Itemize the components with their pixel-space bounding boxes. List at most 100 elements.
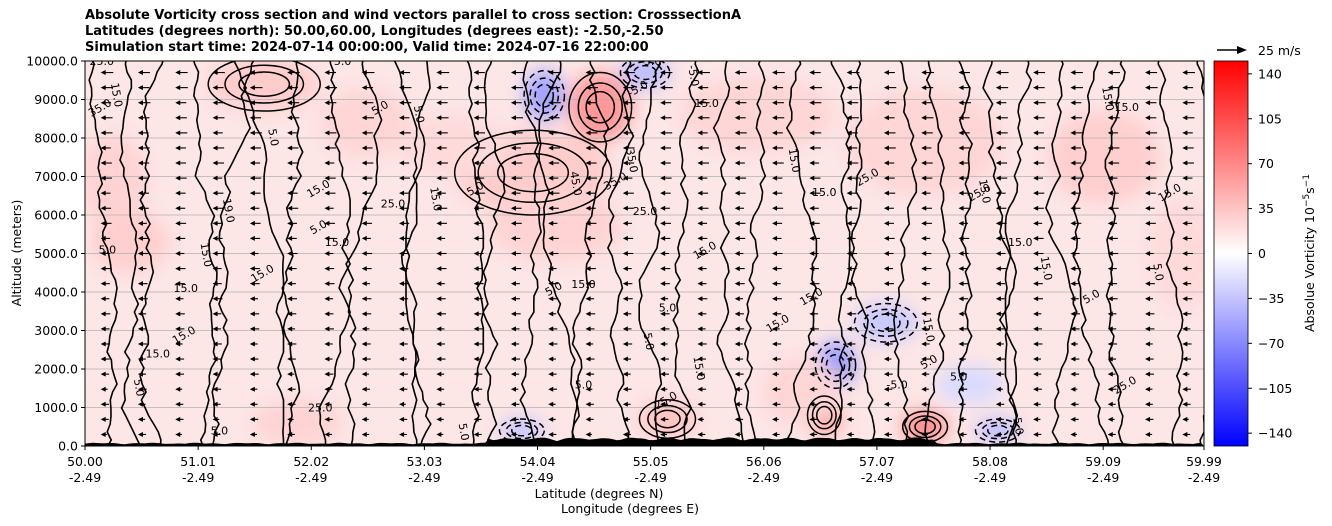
wind-vector	[585, 326, 595, 332]
negative-contour	[987, 424, 1009, 437]
wind-vector	[660, 251, 670, 256]
wind-vector	[921, 251, 932, 256]
wind-vector	[958, 205, 969, 211]
x-tick-label-longitude: -2.49	[408, 470, 440, 485]
wind-vector	[175, 296, 184, 302]
wind-vector	[399, 296, 409, 302]
colorbar-label-text: Absolue Vorticity 10	[1302, 207, 1317, 332]
wind-vector	[249, 356, 259, 362]
wind-vector	[399, 130, 411, 136]
wind-vector	[809, 100, 822, 106]
negative-contour	[825, 354, 846, 377]
wind-vector	[548, 371, 557, 377]
wind-vectors	[100, 70, 1195, 437]
wind-vector	[399, 235, 410, 241]
wind-vector	[846, 220, 858, 226]
wind-vector	[846, 205, 858, 211]
contour-line	[785, 61, 818, 446]
negative-contour	[981, 421, 1015, 440]
wind-vector	[1182, 341, 1192, 347]
wind-vector	[324, 266, 335, 272]
negative-contour	[853, 302, 918, 343]
wind-vector	[995, 386, 1003, 392]
wind-vector	[473, 416, 482, 422]
x-axis: 50.00-2.4951.01-2.4952.02-2.4953.03-2.49…	[67, 446, 1222, 485]
wind-vector	[1070, 205, 1081, 211]
wind-vector	[772, 416, 779, 422]
wind-vector	[175, 85, 188, 91]
wind-vector	[510, 160, 523, 166]
wind-vector	[361, 326, 370, 332]
wind-vector	[660, 356, 669, 362]
wind-vector	[1182, 160, 1194, 166]
wind-vector	[1145, 175, 1157, 181]
title-line-1: Absolute Vorticity cross section and win…	[85, 8, 742, 23]
wind-vector	[473, 160, 485, 166]
wind-vector	[883, 115, 895, 121]
contour-line	[88, 61, 118, 446]
wind-vector	[137, 401, 146, 407]
wind-vector	[473, 235, 485, 241]
wind-vector	[809, 235, 820, 241]
wind-vector	[249, 386, 258, 392]
wind-vector	[1182, 416, 1189, 422]
wind-vector	[137, 235, 149, 241]
wind-vector	[958, 281, 969, 287]
wind-vector	[995, 401, 1005, 407]
wind-vector	[473, 190, 485, 196]
contour-label: 15.0	[920, 317, 937, 343]
wind-vector	[1145, 311, 1155, 317]
wind-vector	[1070, 190, 1081, 196]
wind-vector	[436, 205, 448, 211]
wind-vector	[212, 115, 225, 121]
wind-vector	[883, 70, 895, 76]
contour-label: 15.0	[690, 355, 707, 381]
wind-vector	[287, 115, 300, 121]
wind-vector	[399, 326, 409, 332]
wind-vector	[1107, 341, 1118, 347]
wind-vector	[473, 281, 484, 287]
x-tick-label-latitude: 58.08	[972, 454, 1008, 469]
vorticity-patch	[936, 365, 1004, 404]
wind-vector	[137, 85, 150, 91]
wind-vector	[958, 266, 968, 272]
wind-vector	[734, 220, 746, 226]
wind-vector	[660, 70, 673, 76]
wind-vector	[883, 205, 894, 211]
wind-vector	[1070, 311, 1081, 317]
wind-vector	[100, 160, 112, 166]
wind-vector	[697, 251, 708, 256]
wind-vector	[660, 296, 669, 302]
wind-vector	[361, 371, 370, 377]
wind-vector	[846, 115, 859, 121]
wind-vector	[249, 115, 262, 121]
wind-vector	[995, 220, 1007, 226]
wind-vector	[846, 311, 857, 317]
wind-vector	[921, 175, 933, 181]
wind-vector	[883, 416, 892, 422]
wind-vector	[1107, 175, 1118, 181]
contour-line	[538, 61, 580, 446]
contour-label: 5.0	[99, 244, 117, 257]
wind-vector	[734, 386, 743, 392]
wind-vector	[585, 371, 595, 377]
wind-vector	[660, 266, 671, 272]
positive-contour	[654, 409, 681, 429]
wind-vector	[548, 115, 560, 121]
contour-label: 15.0	[1114, 101, 1139, 114]
y-tick-label: 3000.0	[34, 323, 78, 338]
wind-vector	[473, 341, 483, 347]
wind-vector	[1107, 386, 1117, 392]
wind-vector	[324, 190, 336, 196]
wind-vector	[324, 431, 332, 437]
wind-vector	[1107, 85, 1119, 91]
contour-line	[743, 61, 767, 446]
y-tick-label: 0.0	[58, 439, 78, 454]
wind-vector	[772, 431, 780, 437]
wind-vector	[175, 431, 182, 437]
wind-vector	[436, 85, 449, 91]
wind-vector	[1107, 356, 1117, 362]
contour-line	[243, 61, 285, 446]
wind-vector	[1182, 190, 1193, 196]
wind-vector	[175, 251, 185, 256]
